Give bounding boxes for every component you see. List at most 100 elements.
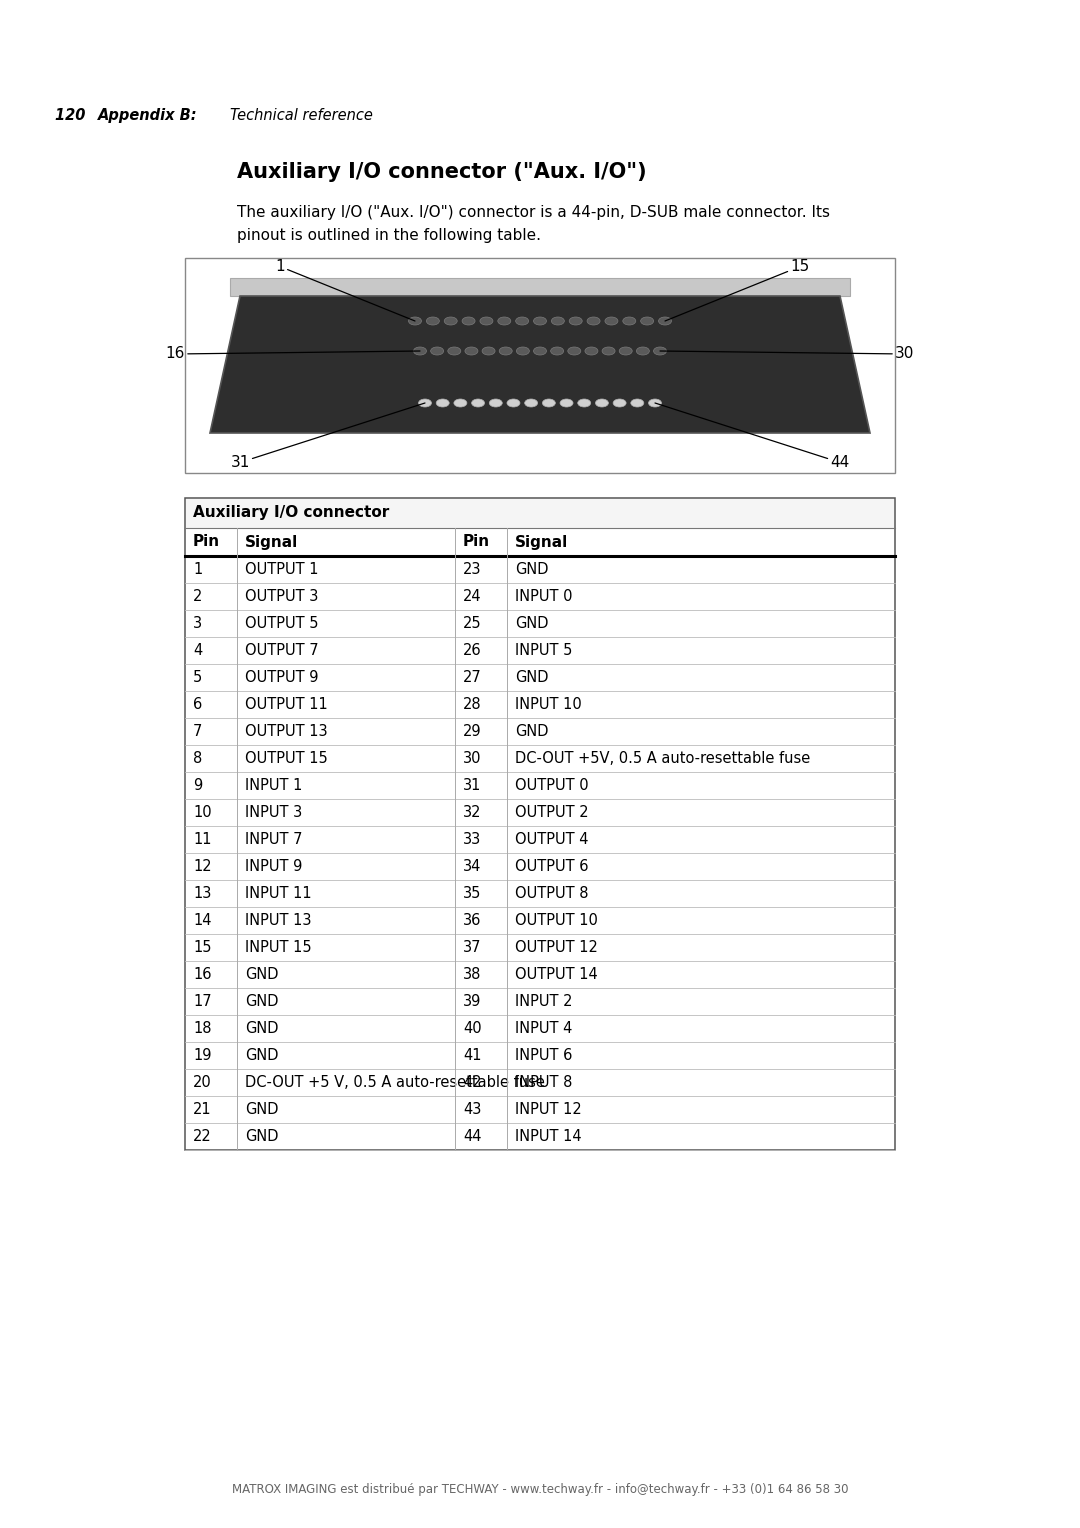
- Text: OUTPUT 9: OUTPUT 9: [245, 669, 319, 685]
- Text: OUTPUT 2: OUTPUT 2: [515, 805, 589, 821]
- Text: OUTPUT 7: OUTPUT 7: [245, 643, 319, 659]
- Text: INPUT 3: INPUT 3: [245, 805, 302, 821]
- Ellipse shape: [578, 399, 591, 406]
- Bar: [185, 498, 895, 1151]
- Text: The auxiliary I/O ("Aux. I/O") connector is a 44-pin, D-SUB male connector. Its: The auxiliary I/O ("Aux. I/O") connector…: [237, 205, 831, 220]
- Text: 4: 4: [193, 643, 202, 659]
- Text: 10: 10: [193, 805, 212, 821]
- Text: 28: 28: [463, 697, 482, 712]
- Text: OUTPUT 10: OUTPUT 10: [515, 914, 598, 927]
- Text: 21: 21: [193, 1102, 212, 1117]
- Text: OUTPUT 11: OUTPUT 11: [245, 697, 327, 712]
- Text: 43: 43: [463, 1102, 482, 1117]
- Text: 1: 1: [275, 260, 415, 321]
- Text: 13: 13: [193, 886, 212, 902]
- Ellipse shape: [640, 316, 653, 325]
- Text: 18: 18: [193, 1021, 212, 1036]
- Ellipse shape: [585, 347, 598, 354]
- Text: INPUT 8: INPUT 8: [515, 1076, 572, 1089]
- Text: 6: 6: [193, 697, 202, 712]
- Ellipse shape: [499, 347, 512, 354]
- Text: Auxiliary I/O connector ("Aux. I/O"): Auxiliary I/O connector ("Aux. I/O"): [237, 162, 647, 182]
- Text: 35: 35: [463, 886, 482, 902]
- Text: OUTPUT 6: OUTPUT 6: [515, 859, 589, 874]
- Text: 20: 20: [193, 1076, 212, 1089]
- Ellipse shape: [551, 347, 564, 354]
- Text: 8: 8: [193, 750, 202, 766]
- Ellipse shape: [431, 347, 444, 354]
- Text: 31: 31: [463, 778, 482, 793]
- Ellipse shape: [568, 347, 581, 354]
- Text: Auxiliary I/O connector: Auxiliary I/O connector: [193, 506, 389, 521]
- Text: 17: 17: [193, 995, 212, 1008]
- Text: 19: 19: [193, 1048, 212, 1063]
- Text: 25: 25: [463, 616, 482, 631]
- Text: INPUT 15: INPUT 15: [245, 940, 312, 955]
- Ellipse shape: [516, 347, 529, 354]
- Text: 40: 40: [463, 1021, 482, 1036]
- Text: Pin: Pin: [463, 535, 490, 550]
- Text: Signal: Signal: [515, 535, 568, 550]
- Ellipse shape: [569, 316, 582, 325]
- Text: INPUT 12: INPUT 12: [515, 1102, 582, 1117]
- Text: 11: 11: [193, 833, 212, 847]
- Text: INPUT 7: INPUT 7: [245, 833, 302, 847]
- Text: 41: 41: [463, 1048, 482, 1063]
- Text: INPUT 5: INPUT 5: [515, 643, 572, 659]
- Text: OUTPUT 4: OUTPUT 4: [515, 833, 589, 847]
- Ellipse shape: [414, 347, 427, 354]
- Ellipse shape: [515, 316, 528, 325]
- Ellipse shape: [588, 316, 600, 325]
- Ellipse shape: [448, 347, 461, 354]
- Text: OUTPUT 5: OUTPUT 5: [245, 616, 319, 631]
- Text: DC-OUT +5V, 0.5 A auto-resettable fuse: DC-OUT +5V, 0.5 A auto-resettable fuse: [515, 750, 810, 766]
- Text: 23: 23: [463, 562, 482, 578]
- Ellipse shape: [427, 316, 440, 325]
- Text: 44: 44: [654, 403, 850, 471]
- Ellipse shape: [542, 399, 555, 406]
- Text: 37: 37: [463, 940, 482, 955]
- Polygon shape: [210, 296, 870, 432]
- Text: OUTPUT 8: OUTPUT 8: [515, 886, 589, 902]
- Ellipse shape: [552, 316, 565, 325]
- Ellipse shape: [507, 399, 519, 406]
- Text: pinout is outlined in the following table.: pinout is outlined in the following tabl…: [237, 228, 541, 243]
- Text: 31: 31: [230, 403, 426, 471]
- Ellipse shape: [464, 347, 478, 354]
- Text: GND: GND: [245, 995, 279, 1008]
- Text: 30: 30: [660, 347, 915, 362]
- Ellipse shape: [472, 399, 485, 406]
- Text: 44: 44: [463, 1129, 482, 1144]
- Ellipse shape: [623, 316, 636, 325]
- Ellipse shape: [653, 347, 666, 354]
- Ellipse shape: [498, 316, 511, 325]
- Text: 2: 2: [193, 588, 202, 604]
- Text: 14: 14: [193, 914, 212, 927]
- Ellipse shape: [454, 399, 467, 406]
- Text: 38: 38: [463, 967, 482, 983]
- Text: Appendix B:: Appendix B:: [98, 108, 198, 122]
- Text: OUTPUT 15: OUTPUT 15: [245, 750, 327, 766]
- Ellipse shape: [619, 347, 632, 354]
- Text: 42: 42: [463, 1076, 482, 1089]
- Ellipse shape: [613, 399, 626, 406]
- Text: DC-OUT +5 V, 0.5 A auto-resettable fuse: DC-OUT +5 V, 0.5 A auto-resettable fuse: [245, 1076, 545, 1089]
- Ellipse shape: [534, 347, 546, 354]
- Polygon shape: [230, 278, 850, 296]
- Bar: [186, 500, 894, 529]
- Text: 27: 27: [463, 669, 482, 685]
- Text: OUTPUT 12: OUTPUT 12: [515, 940, 598, 955]
- Text: INPUT 13: INPUT 13: [245, 914, 311, 927]
- Text: 32: 32: [463, 805, 482, 821]
- Ellipse shape: [462, 316, 475, 325]
- Text: OUTPUT 14: OUTPUT 14: [515, 967, 597, 983]
- Ellipse shape: [419, 399, 432, 406]
- Text: INPUT 11: INPUT 11: [245, 886, 312, 902]
- Text: 30: 30: [463, 750, 482, 766]
- Ellipse shape: [602, 347, 616, 354]
- Text: 39: 39: [463, 995, 482, 1008]
- Text: 36: 36: [463, 914, 482, 927]
- Ellipse shape: [648, 399, 661, 406]
- Ellipse shape: [631, 399, 644, 406]
- Text: 3: 3: [193, 616, 202, 631]
